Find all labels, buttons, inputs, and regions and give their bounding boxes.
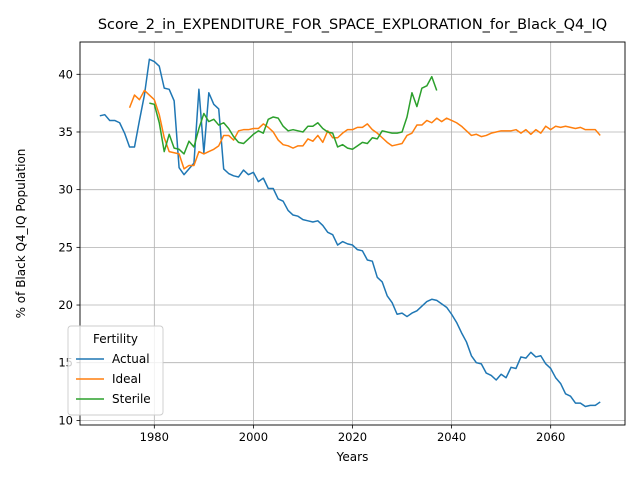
x-axis-label: Years xyxy=(336,450,369,464)
series-line-sterile xyxy=(149,75,438,155)
chart-title: Score_2_in_EXPENDITURE_FOR_SPACE_EXPLORA… xyxy=(98,17,607,33)
series-line-actual xyxy=(99,58,601,408)
y-tick-label: 20 xyxy=(58,298,73,312)
x-tick-label: 2000 xyxy=(239,430,268,444)
x-tick-label: 2060 xyxy=(536,430,565,444)
series-layer xyxy=(99,58,601,408)
legend-box xyxy=(67,325,164,416)
x-tick-label: 2040 xyxy=(437,430,466,444)
legend-label: Sterile xyxy=(112,392,151,406)
legend-items: Actual Ideal Sterile xyxy=(76,352,151,406)
y-axis-label: % of Black Q4_IQ Population xyxy=(14,149,28,319)
legend-title: Fertility xyxy=(93,332,138,346)
x-tick-label: 1980 xyxy=(140,430,169,444)
y-tick-label: 25 xyxy=(58,240,73,254)
legend-label: Ideal xyxy=(112,372,141,386)
x-tick-label: 2020 xyxy=(338,430,367,444)
y-tick-label: 30 xyxy=(58,183,73,197)
legend-label: Actual xyxy=(112,352,150,366)
y-tick-label: 35 xyxy=(58,125,73,139)
y-tick-label: 40 xyxy=(58,67,73,81)
series-line-ideal xyxy=(128,89,601,170)
y-tick-label: 10 xyxy=(58,413,73,427)
legend: Fertility Actual Ideal Sterile xyxy=(67,325,164,416)
